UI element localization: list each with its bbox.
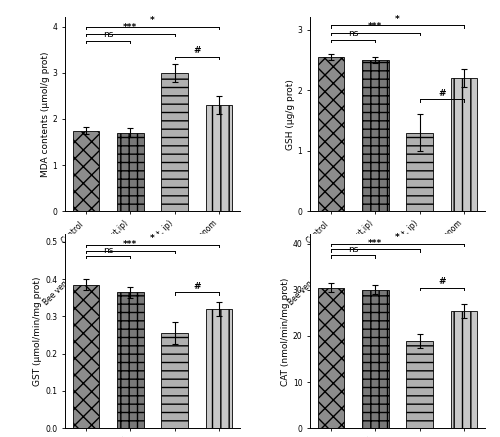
Text: #: #: [193, 282, 200, 291]
Text: ns: ns: [103, 30, 114, 39]
Bar: [362, 290, 388, 428]
Text: ns: ns: [348, 245, 358, 254]
Bar: [450, 311, 477, 428]
Text: ns: ns: [348, 29, 358, 38]
Y-axis label: MDA contents (μmol/g prot): MDA contents (μmol/g prot): [40, 52, 50, 177]
Text: #: #: [438, 277, 446, 286]
Bar: [406, 132, 433, 211]
Text: *: *: [395, 233, 400, 242]
Bar: [318, 288, 344, 428]
Y-axis label: GST (μmol/min/mg prot): GST (μmol/min/mg prot): [34, 277, 42, 386]
Bar: [162, 333, 188, 428]
Y-axis label: GSH (μg/g prot): GSH (μg/g prot): [286, 79, 294, 150]
Text: *: *: [395, 15, 400, 24]
Bar: [117, 292, 143, 428]
Text: #: #: [193, 46, 200, 55]
Bar: [450, 78, 477, 211]
Bar: [206, 105, 232, 211]
Text: ***: ***: [368, 239, 382, 248]
Text: *: *: [150, 16, 155, 25]
Bar: [362, 60, 388, 211]
Text: ***: ***: [124, 240, 138, 249]
Bar: [117, 133, 143, 211]
Text: ns: ns: [103, 246, 114, 255]
Bar: [162, 73, 188, 211]
Bar: [73, 131, 100, 211]
Y-axis label: CAT (nmol/min/mg prot): CAT (nmol/min/mg prot): [281, 277, 290, 385]
Bar: [206, 309, 232, 428]
Bar: [73, 285, 100, 428]
Text: *: *: [150, 234, 155, 243]
Text: ***: ***: [124, 23, 138, 32]
Text: ***: ***: [368, 22, 382, 31]
Bar: [406, 340, 433, 428]
Bar: [318, 57, 344, 211]
Text: #: #: [438, 89, 446, 98]
